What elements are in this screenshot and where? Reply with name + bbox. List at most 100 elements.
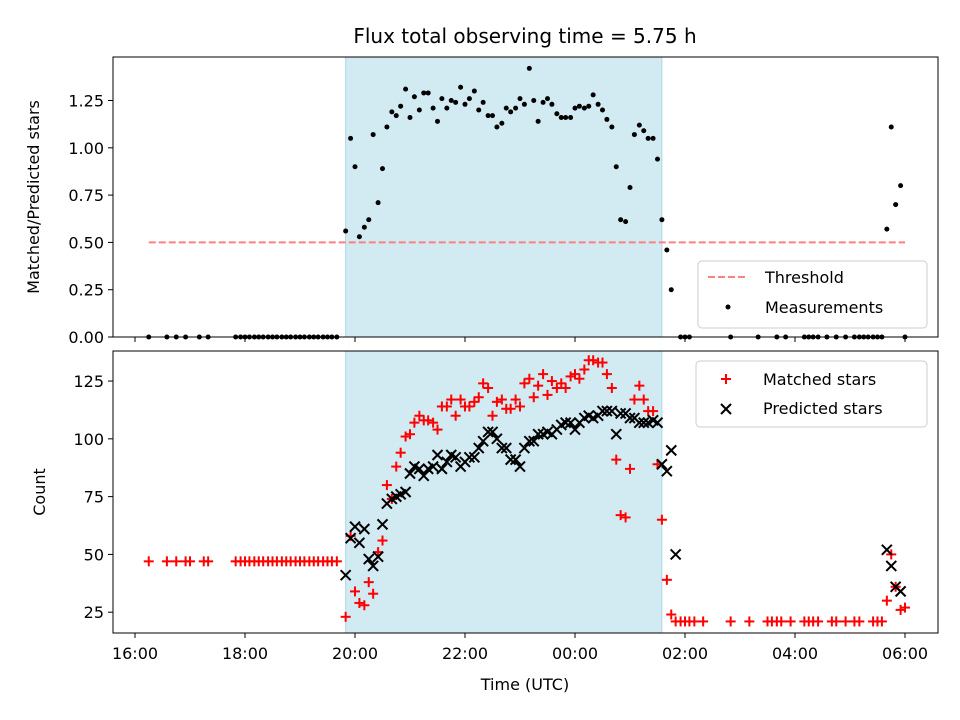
bottom-y-tick-label: 25 — [84, 603, 104, 622]
measurement-point — [430, 105, 436, 111]
x-tick-label: 20:00 — [332, 644, 378, 663]
measurement-point — [366, 217, 372, 223]
measurement-point — [361, 224, 367, 230]
matched-star-point — [661, 574, 672, 585]
measurement-point — [444, 105, 450, 111]
matched-star-point — [161, 556, 172, 567]
measurement-point — [480, 99, 486, 105]
matched-star-point — [611, 454, 622, 465]
measurement-point — [508, 109, 514, 115]
top-panel: 0.00 0.25 0.50 0.75 1.00 1.25 Matched/Predict… — [24, 56, 939, 347]
matched-star-point — [510, 394, 521, 405]
matched-star-point — [876, 616, 887, 627]
measurement-point — [352, 164, 358, 170]
predicted-star-point — [376, 518, 389, 531]
measurement-point — [403, 86, 409, 92]
measurement-point — [590, 92, 596, 98]
top-y-tick-label: 0.00 — [68, 328, 104, 347]
measurement-point — [884, 226, 890, 232]
matched-star-point — [656, 514, 667, 525]
matched-star-point — [620, 512, 631, 523]
predicted-star-point — [482, 426, 494, 438]
matched-star-point — [689, 616, 700, 627]
bottom-matched-points — [143, 355, 910, 627]
predicted-star-point — [610, 428, 622, 440]
measurement-point — [462, 101, 468, 107]
measurement-point — [485, 113, 491, 119]
predicted-star-point — [463, 451, 476, 464]
matched-star-point — [423, 415, 434, 426]
matched-star-point — [533, 380, 544, 391]
matched-star-point — [409, 417, 420, 428]
measurement-point — [641, 128, 647, 134]
matched-star-point — [428, 417, 439, 428]
predicted-star-point — [491, 433, 503, 445]
predicted-star-point — [367, 560, 379, 572]
predicted-star-point — [885, 560, 897, 572]
matched-star-point — [528, 392, 539, 403]
matched-star-point — [455, 394, 466, 405]
measurement-point — [595, 101, 601, 107]
measurement-point — [513, 105, 519, 111]
bottom-y-tick-label: 125 — [73, 372, 104, 391]
x-tick-label: 02:00 — [662, 644, 708, 663]
matched-star-point — [368, 588, 379, 599]
measurement-point — [398, 103, 404, 109]
predicted-star-point — [514, 460, 526, 473]
measurement-point — [343, 228, 349, 234]
measurement-point — [540, 99, 546, 105]
matched-star-point — [171, 556, 182, 567]
matched-star-point — [556, 378, 567, 389]
predicted-star-point — [624, 412, 636, 424]
matched-star-point — [446, 394, 457, 405]
predicted-star-point — [596, 405, 609, 417]
matched-star-point — [625, 463, 635, 474]
predicted-star-point — [436, 463, 448, 475]
measurement-point — [609, 124, 615, 130]
predicted-star-point — [669, 548, 682, 561]
predicted-star-point — [651, 416, 664, 429]
measurement-point — [421, 90, 427, 96]
matched-star-point — [725, 616, 736, 627]
bottom-axes-frame — [112, 350, 939, 634]
measurement-point — [893, 202, 899, 208]
chart-title: Flux total observing time = 5.75 h — [353, 24, 696, 48]
matched-star-point — [615, 510, 626, 521]
measurement-point — [898, 183, 904, 189]
matched-star-point — [588, 355, 599, 366]
legend-measurements-label: Measurements — [765, 298, 883, 317]
predicted-star-point — [358, 523, 371, 535]
matched-star-point — [363, 577, 374, 588]
measurement-point — [393, 113, 399, 119]
measurement-point — [435, 118, 440, 124]
matched-star-point — [469, 396, 480, 407]
legend-predicted-label: Predicted stars — [763, 399, 883, 418]
matched-star-point — [854, 616, 865, 627]
top-y-axis-label: Matched/Predicted stars — [24, 100, 43, 294]
bottom-y-tick-label: 50 — [84, 545, 104, 564]
matched-star-point — [881, 595, 892, 606]
matched-star-point — [634, 380, 645, 391]
matched-star-point — [638, 394, 649, 405]
x-axis-label: Time (UTC) — [480, 675, 569, 694]
measurement-point — [531, 98, 537, 104]
measurement-point — [416, 107, 422, 113]
top-y-tick-label: 0.25 — [68, 281, 104, 300]
predicted-star-point — [449, 451, 462, 464]
measurement-point — [471, 88, 477, 94]
top-y-tick-label: 0.50 — [68, 233, 104, 252]
matched-star-point — [340, 611, 351, 622]
predicted-star-point — [656, 458, 668, 470]
predicted-star-point — [523, 435, 536, 447]
measurement-point — [380, 166, 385, 172]
x-tick-label: 00:00 — [552, 644, 598, 663]
matched-star-point — [464, 401, 475, 412]
measurement-point — [407, 115, 413, 121]
matched-star-point — [560, 382, 571, 393]
predicted-star-point — [881, 544, 893, 556]
predicted-star-point — [344, 532, 357, 544]
measurement-point — [490, 113, 495, 119]
matched-star-point — [331, 556, 342, 567]
measurement-point — [375, 200, 381, 206]
predicted-star-point — [564, 416, 577, 429]
